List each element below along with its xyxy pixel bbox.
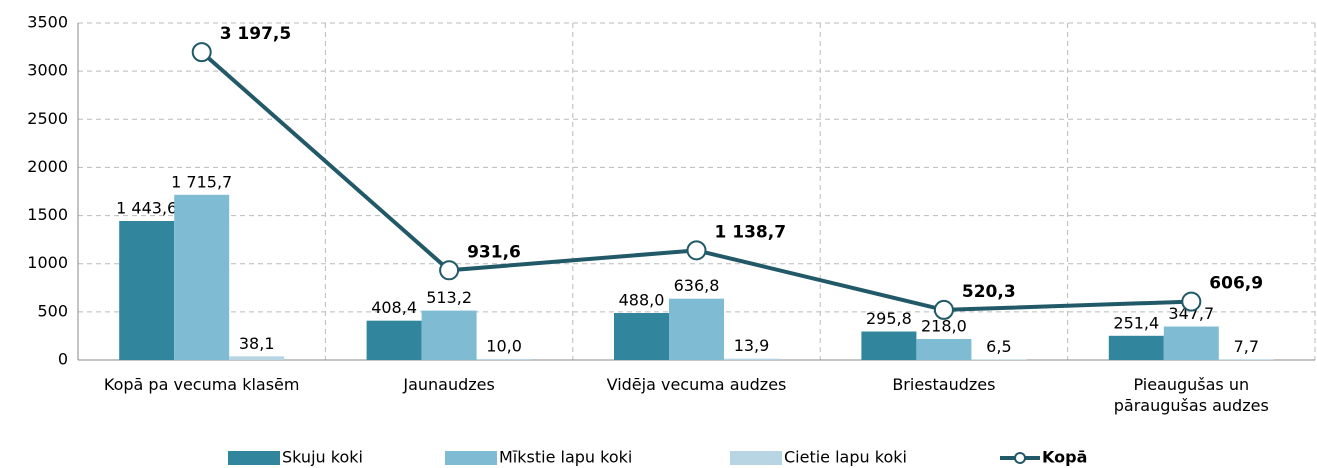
bar bbox=[229, 356, 285, 360]
data-label: 295,8 bbox=[866, 309, 912, 328]
line-marker bbox=[439, 260, 460, 281]
y-tick-label: 3500 bbox=[27, 13, 68, 32]
bar bbox=[724, 358, 779, 360]
data-label: 13,9 bbox=[734, 336, 770, 355]
bar bbox=[861, 331, 917, 360]
data-label: 931,6 bbox=[467, 242, 521, 262]
data-label: 488,0 bbox=[619, 291, 665, 310]
legend-swatch bbox=[228, 451, 280, 465]
line-marker bbox=[933, 299, 954, 320]
data-label: 513,2 bbox=[426, 288, 472, 307]
bar bbox=[366, 320, 422, 360]
bar bbox=[1163, 326, 1219, 360]
data-label: 7,7 bbox=[1234, 337, 1259, 356]
x-tick-label: Briestaudzes bbox=[892, 375, 996, 394]
bar bbox=[916, 339, 972, 360]
data-label: 1 715,7 bbox=[171, 172, 232, 191]
data-label: 3 197,5 bbox=[220, 24, 292, 44]
line-marker bbox=[191, 42, 212, 63]
data-label: 1 138,7 bbox=[715, 222, 787, 242]
legend-label: Kopā bbox=[1042, 448, 1087, 467]
data-label: 218,0 bbox=[921, 317, 967, 336]
legend-label: Skuju koki bbox=[282, 448, 363, 467]
legend-label: Cietie lapu koki bbox=[784, 448, 907, 467]
data-label: 10,0 bbox=[486, 337, 522, 356]
data-label: 251,4 bbox=[1113, 313, 1159, 332]
bar bbox=[476, 359, 532, 360]
y-tick-label: 1500 bbox=[27, 205, 68, 224]
data-label: 347,7 bbox=[1168, 304, 1214, 323]
data-label: 38,1 bbox=[239, 334, 275, 353]
data-label: 408,4 bbox=[371, 298, 417, 317]
bar bbox=[1108, 335, 1164, 360]
x-tick-label: Vidēja vecuma audzes bbox=[606, 375, 787, 394]
bar bbox=[614, 313, 669, 360]
legend-marker bbox=[1014, 452, 1026, 464]
bar bbox=[421, 310, 477, 360]
bar bbox=[174, 194, 230, 360]
data-label: 6,5 bbox=[986, 337, 1011, 356]
x-tick-label: Pieaugušas un pāraugušas audzes bbox=[1113, 375, 1269, 415]
bar bbox=[669, 298, 724, 360]
legend-swatch bbox=[730, 451, 782, 465]
bar bbox=[1218, 359, 1274, 360]
y-tick-label: 2000 bbox=[27, 157, 68, 176]
bar bbox=[119, 221, 175, 360]
x-tick-label: Kopā pa vecuma klasēm bbox=[103, 375, 300, 394]
y-tick-label: 0 bbox=[58, 350, 68, 369]
y-tick-label: 1000 bbox=[27, 253, 68, 272]
line bbox=[200, 50, 1192, 312]
legend-swatch bbox=[445, 451, 497, 465]
data-label: 606,9 bbox=[1209, 274, 1263, 294]
x-tick-label: Jaunaudzes bbox=[403, 375, 495, 394]
line-marker bbox=[686, 240, 707, 261]
legend-label: Mīkstie lapu koki bbox=[499, 448, 632, 467]
data-label: 1 443,6 bbox=[116, 199, 177, 218]
data-label: 636,8 bbox=[674, 276, 720, 295]
y-tick-label: 3000 bbox=[27, 61, 68, 80]
line-marker bbox=[1181, 291, 1202, 312]
data-label: 520,3 bbox=[962, 282, 1016, 302]
y-tick-label: 500 bbox=[37, 301, 68, 320]
y-tick-label: 2500 bbox=[27, 109, 68, 128]
bar bbox=[971, 359, 1027, 360]
